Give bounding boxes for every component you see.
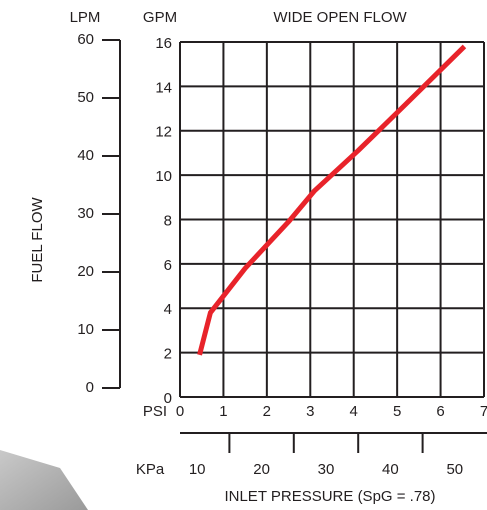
x-tick-label: 2 (263, 403, 271, 420)
kpa-tick-label: 50 (446, 461, 463, 478)
kpa-unit: KPa (136, 461, 165, 478)
lpm-tick-label: 40 (77, 147, 94, 164)
decoration (0, 450, 88, 510)
kpa-tick-label: 10 (189, 461, 206, 478)
lpm-tick-label: 50 (77, 89, 94, 106)
y-tick-label: 4 (164, 301, 172, 318)
x-tick-label: 5 (393, 403, 401, 420)
x-tick-label: 7 (480, 403, 487, 420)
lpm-tick-label: 10 (77, 321, 94, 338)
x-tick-label: 0 (176, 403, 184, 420)
x-tick-label: 4 (350, 403, 358, 420)
lpm-unit: LPM (70, 9, 101, 26)
y-tick-label: 10 (155, 168, 172, 185)
kpa-tick-label: 20 (253, 461, 270, 478)
x-tick-label: 6 (436, 403, 444, 420)
x-axis-label: INLET PRESSURE (SpG = .78) (224, 488, 435, 505)
x-tick-label: 1 (219, 403, 227, 420)
y-tick-label: 6 (164, 257, 172, 274)
kpa-tick-label: 40 (382, 461, 399, 478)
lpm-tick-label: 30 (77, 205, 94, 222)
y-axis-label: FUEL FLOW (29, 197, 46, 283)
y-tick-label: 12 (155, 124, 172, 141)
lpm-tick-label: 20 (77, 263, 94, 280)
kpa-tick-label: 30 (318, 461, 335, 478)
lpm-tick-label: 0 (86, 379, 94, 396)
y-tick-label: 14 (155, 79, 172, 96)
data-line (197, 44, 467, 356)
y-tick-label: 2 (164, 346, 172, 363)
lpm-tick-label: 60 (77, 31, 94, 48)
chart-title: WIDE OPEN FLOW (273, 9, 407, 26)
y-tick-label: 0 (164, 390, 172, 407)
x-unit: PSI (143, 403, 167, 420)
y-tick-label: 8 (164, 212, 172, 229)
y-tick-label: 16 (155, 35, 172, 52)
y-unit: GPM (143, 9, 177, 26)
x-tick-label: 3 (306, 403, 314, 420)
